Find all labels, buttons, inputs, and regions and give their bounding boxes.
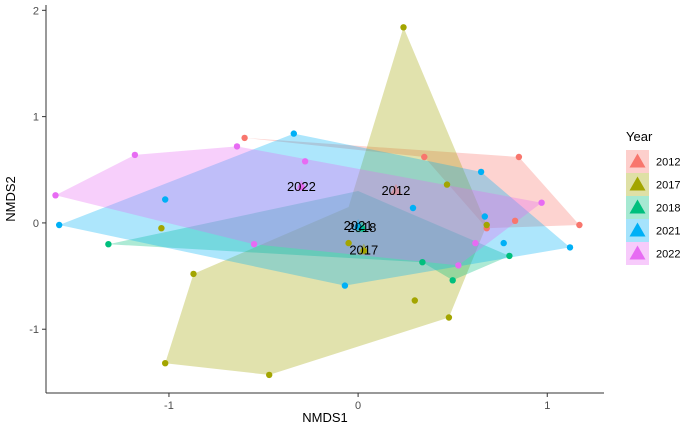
y-ticks: -1 0 1 2 <box>29 5 46 336</box>
point-2012-1 <box>421 153 428 161</box>
centroid-marker-2017 <box>357 243 370 255</box>
x-ticks: -1 0 1 <box>164 393 550 412</box>
point-2022-1 <box>131 151 139 159</box>
legend: Year 2012 2017 2018 2021 2022 <box>626 129 680 265</box>
point-2012-3 <box>576 221 583 229</box>
point-2017-10 <box>360 247 367 254</box>
point-2021-6 <box>500 239 507 247</box>
point-2017-5 <box>190 270 197 278</box>
centroid-label-2022: 2022 <box>287 179 316 194</box>
centroid-label-2018: 2018 <box>347 220 376 235</box>
point-2021-4 <box>409 204 417 212</box>
point-2021-8 <box>341 282 349 289</box>
point-2018-0 <box>105 241 112 248</box>
point-layer <box>52 24 583 379</box>
hull-2021 <box>59 133 570 286</box>
point-2022-8 <box>298 183 305 190</box>
legend-symbol-2022 <box>629 245 646 260</box>
legend-symbol-2021 <box>629 222 646 237</box>
legend-symbol-2018 <box>629 199 646 214</box>
y-axis-title: NMDS2 <box>3 176 18 222</box>
y-tick-label: -1 <box>29 324 39 336</box>
legend-label-2021: 2021 <box>656 226 680 238</box>
centroid-label-2021: 2021 <box>344 218 373 233</box>
centroid-marker-2018 <box>355 221 368 233</box>
hull-2018 <box>108 191 510 281</box>
axes <box>45 5 604 394</box>
point-2021-3 <box>477 168 485 176</box>
point-2012-4 <box>511 217 519 224</box>
point-2017-9 <box>266 371 273 379</box>
point-2022-5 <box>472 239 479 247</box>
legend-label-2018: 2018 <box>656 203 680 215</box>
legend-title: Year <box>626 129 653 144</box>
x-tick-label: 1 <box>544 400 550 412</box>
centroid-marker-2022 <box>295 179 308 191</box>
legend-symbol-2017 <box>629 176 646 191</box>
point-2012-0 <box>241 134 248 142</box>
point-2022-3 <box>301 158 309 165</box>
legend-label-2012: 2012 <box>656 157 680 169</box>
y-tick-label: 2 <box>33 5 39 17</box>
point-2018-1 <box>419 259 426 266</box>
point-2022-2 <box>233 143 241 150</box>
point-2021-2 <box>290 130 297 137</box>
point-2021-1 <box>162 196 169 203</box>
legend-label-2022: 2022 <box>656 249 680 261</box>
x-tick-label: -1 <box>164 400 174 412</box>
centroid-label-2012: 2012 <box>381 183 410 198</box>
point-2017-0 <box>400 24 407 31</box>
legend-label-2017: 2017 <box>656 180 680 192</box>
point-2022-6 <box>250 241 258 248</box>
point-2017-2 <box>483 221 490 229</box>
centroid-label-2017: 2017 <box>349 243 378 258</box>
point-2012-2 <box>515 153 523 161</box>
point-2022-4 <box>538 199 545 206</box>
y-tick-label: 1 <box>33 112 39 124</box>
point-2022-7 <box>455 262 462 269</box>
point-2021-5 <box>481 213 488 220</box>
point-2021-0 <box>56 221 63 229</box>
hull-layer <box>55 27 580 375</box>
legend-symbol-2012 <box>629 153 646 168</box>
point-2018-3 <box>506 252 513 260</box>
point-2021-7 <box>566 244 574 251</box>
x-tick-label: 0 <box>355 400 361 412</box>
point-2017-6 <box>411 297 418 304</box>
centroid-marker-2021 <box>352 219 365 231</box>
point-2017-8 <box>162 360 169 367</box>
point-2017-3 <box>158 225 165 232</box>
point-2021-9 <box>354 222 362 230</box>
point-2017-7 <box>445 314 453 321</box>
y-tick-label: 0 <box>33 218 39 230</box>
point-2022-0 <box>52 192 59 199</box>
hull-2017 <box>165 27 487 375</box>
hull-2012 <box>244 137 580 229</box>
x-axis-title: NMDS1 <box>302 410 348 425</box>
centroid-marker-2012 <box>389 184 402 196</box>
hull-2022 <box>55 146 542 266</box>
point-2017-1 <box>443 181 451 188</box>
point-2017-4 <box>345 239 352 247</box>
point-2018-2 <box>449 277 456 284</box>
